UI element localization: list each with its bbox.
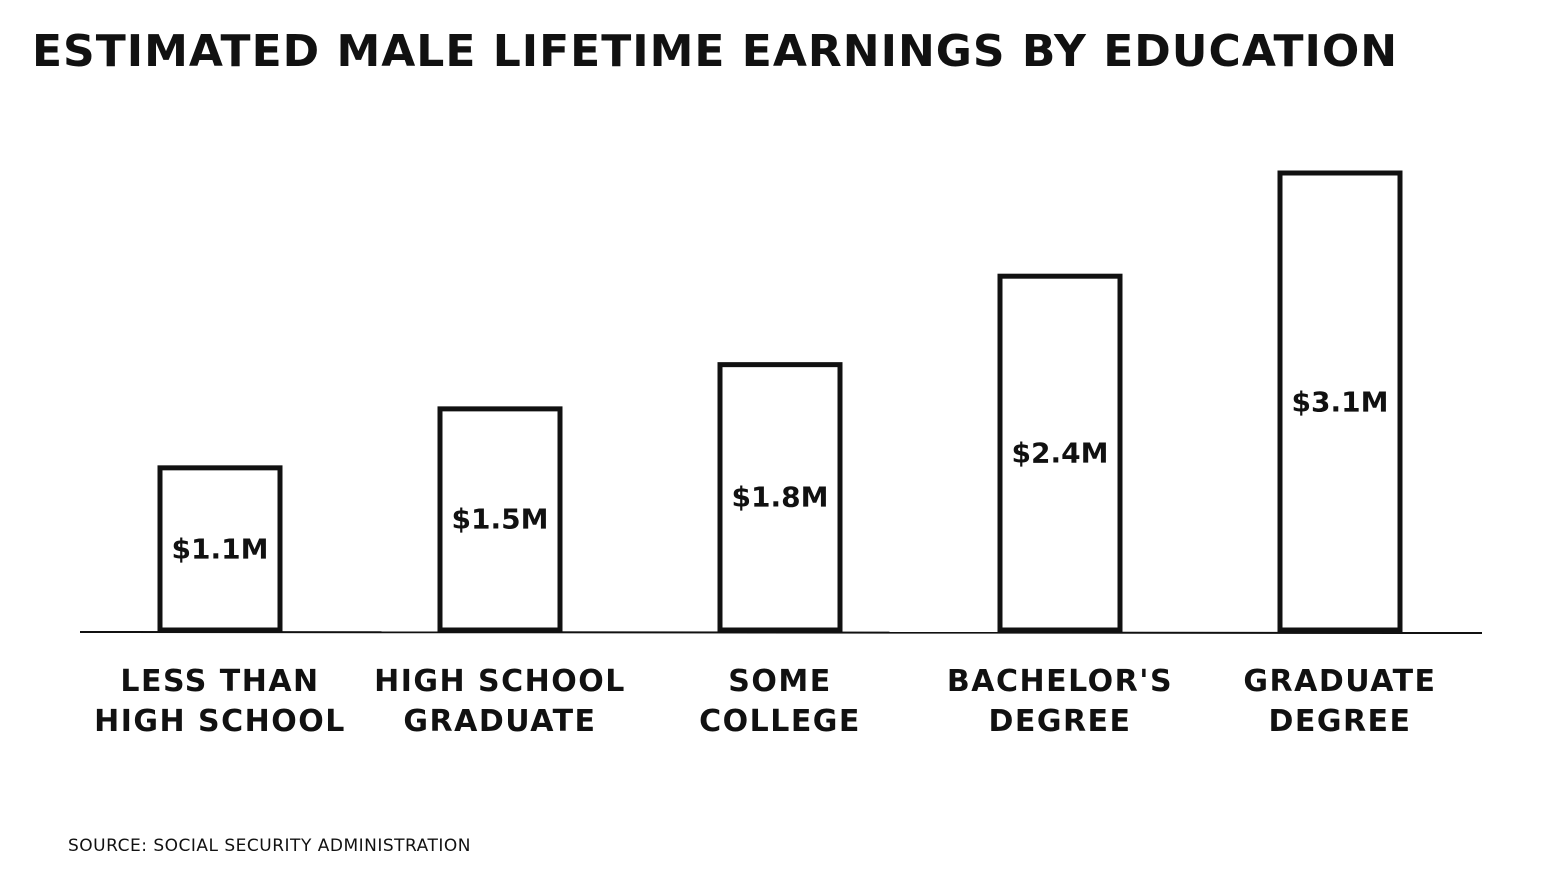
bar [157, 465, 283, 633]
bar [997, 273, 1123, 633]
value-label: $2.4M [1011, 436, 1109, 470]
source-note: SOURCE: SOCIAL SECURITY ADMINISTRATION [68, 836, 471, 856]
x-tick-label: BACHELOR'S DEGREE [946, 664, 1174, 739]
chart-title: ESTIMATED MALE LIFETIME EARNINGS BY EDUC… [32, 26, 1399, 77]
x-tick-label: GRADUATE DEGREE [1243, 664, 1437, 739]
x-tick-label: HIGH SCHOOL GRADUATE [374, 664, 626, 739]
x-axis [79, 631, 1483, 634]
x-tick-label: LESS THAN HIGH SCHOOL [94, 664, 346, 739]
value-label: $3.1M [1291, 385, 1389, 418]
value-label: $1.5M [451, 502, 549, 536]
bar [717, 362, 843, 633]
bar [437, 406, 563, 633]
value-label: $1.8M [731, 480, 829, 514]
bar [1277, 170, 1403, 633]
x-tick-label: SOME COLLEGE [699, 664, 861, 739]
value-label: $1.1M [171, 532, 269, 566]
